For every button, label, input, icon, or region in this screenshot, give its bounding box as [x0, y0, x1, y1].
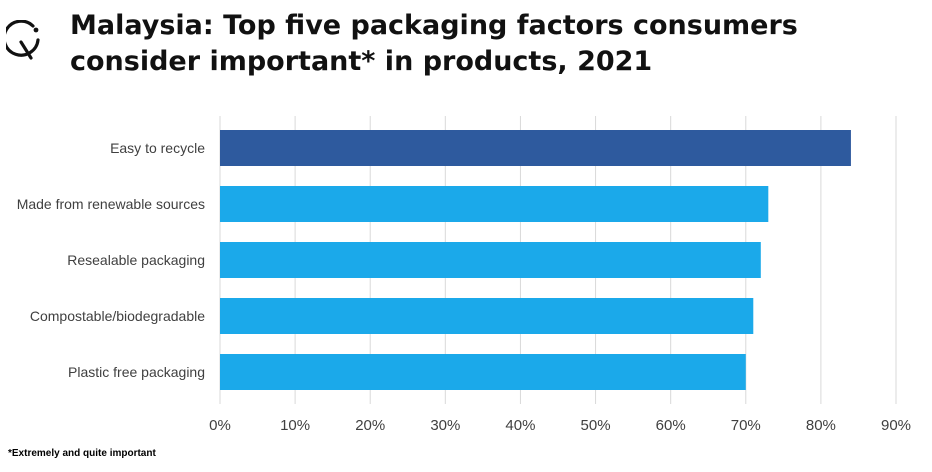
x-tick-label: 90% [881, 417, 911, 434]
bar-chart: Easy to recycle Made from renewable sourc… [17, 116, 911, 434]
x-tick-label: 20% [355, 417, 385, 434]
x-tick-label: 70% [731, 417, 761, 434]
bar [220, 354, 746, 390]
category-label: Compostable/biodegradable [30, 308, 205, 324]
x-tick-labels: 0% 10% 20% 30% 40% 50% 60% 70% 80% 90% [209, 417, 911, 434]
bar [220, 242, 761, 278]
bar [220, 298, 754, 334]
x-tick-label: 60% [656, 417, 686, 434]
category-label: Plastic free packaging [68, 364, 205, 380]
x-tick-label: 10% [280, 417, 310, 434]
x-tick-label: 0% [209, 417, 231, 434]
category-label: Made from renewable sources [17, 196, 205, 212]
bar [220, 130, 851, 166]
chart-title: Malaysia: Top five packaging factors con… [70, 10, 798, 77]
category-labels: Easy to recycle Made from renewable sourc… [17, 140, 206, 380]
x-tick-label: 80% [806, 417, 836, 434]
x-tick-label: 40% [505, 417, 535, 434]
bar [220, 186, 769, 222]
category-label: Resealable packaging [67, 252, 205, 268]
category-label: Easy to recycle [110, 140, 205, 156]
x-tick-label: 30% [430, 417, 460, 434]
brand-logo-icon [6, 20, 40, 60]
x-tick-label: 50% [581, 417, 611, 434]
bars [220, 130, 851, 390]
footnote: *Extremely and quite important [8, 448, 156, 459]
